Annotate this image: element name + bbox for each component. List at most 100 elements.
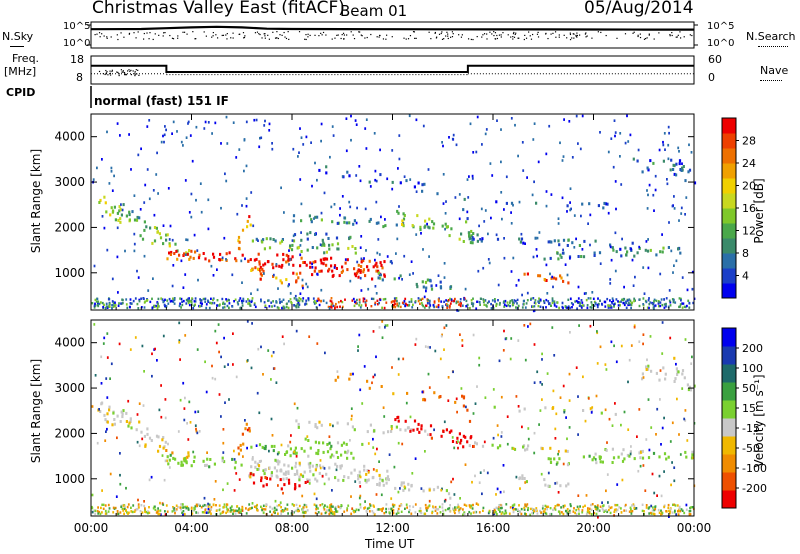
velocity-cell <box>346 456 349 460</box>
power-cell <box>323 191 326 195</box>
power-cell <box>272 300 274 303</box>
power-cell <box>159 236 163 240</box>
velocity-cell <box>527 506 530 510</box>
power-cell <box>396 209 399 213</box>
velocity-cell <box>608 508 610 512</box>
power-cell <box>192 256 195 260</box>
power-cell <box>476 300 478 303</box>
power-cell <box>111 307 113 310</box>
power-cell <box>312 297 315 300</box>
power-cell <box>184 273 187 276</box>
velocity-cell <box>181 463 184 467</box>
power-cell <box>614 269 617 273</box>
velocity-cell <box>577 507 580 511</box>
velocity-cell <box>293 511 295 514</box>
velocity-colorbar-swatch <box>722 436 736 455</box>
velocity-cell <box>343 475 346 479</box>
power-cell <box>503 303 506 306</box>
velocity-cell <box>276 452 279 456</box>
velocity-cell <box>471 507 474 510</box>
power-cell <box>513 299 516 302</box>
power-cell <box>672 300 675 304</box>
velocity-cell <box>648 448 651 452</box>
power-cell <box>328 267 331 271</box>
power-cell <box>534 302 537 305</box>
power-cell <box>359 179 362 183</box>
velocity-cell <box>349 439 351 442</box>
nsearch-point <box>287 31 289 33</box>
power-cell <box>207 299 209 302</box>
velocity-cell <box>305 505 308 509</box>
power-cell <box>310 220 313 224</box>
power-cell <box>555 277 558 281</box>
nsearch-point <box>370 33 372 36</box>
nsearch-point <box>502 32 504 34</box>
velocity-cell <box>239 443 242 447</box>
velocity-cell <box>549 446 552 450</box>
velocity-cell <box>241 509 244 512</box>
velocity-cell <box>185 460 188 464</box>
power-cell <box>396 237 399 241</box>
power-cell <box>443 300 445 303</box>
power-cell <box>543 299 545 303</box>
power-colorbar-tick-label: 20 <box>742 180 756 193</box>
power-cell <box>362 268 365 272</box>
power-cell <box>187 301 190 305</box>
velocity-cell <box>148 506 150 509</box>
velocity-cell <box>498 504 501 507</box>
power-cell <box>398 134 401 137</box>
velocity-cell <box>529 507 532 511</box>
velocity-cell <box>314 477 317 481</box>
power-cell <box>98 201 101 204</box>
power-cell <box>254 266 257 270</box>
power-cell <box>245 164 248 168</box>
velocity-cell <box>112 411 115 415</box>
power-cell <box>667 125 670 129</box>
velocity-cell <box>366 430 369 434</box>
velocity-cell <box>529 322 532 326</box>
velocity-cell <box>689 509 692 513</box>
power-cell <box>668 289 671 292</box>
nsearch-point <box>452 33 454 35</box>
power-cell <box>315 306 318 309</box>
velocity-cell <box>213 462 216 466</box>
power-cell <box>545 152 548 156</box>
power-cell <box>162 224 165 227</box>
power-cell <box>96 303 99 307</box>
power-cell <box>614 180 617 183</box>
power-cell <box>593 251 596 255</box>
power-cell <box>234 257 237 261</box>
nsearch-point <box>177 35 179 37</box>
power-cell <box>199 301 202 305</box>
velocity-cell <box>329 447 332 451</box>
velocity-cell <box>169 453 172 457</box>
velocity-cell <box>318 464 322 468</box>
power-cell <box>223 306 226 309</box>
velocity-cell <box>525 513 527 516</box>
power-cell <box>193 233 196 237</box>
velocity-cell <box>369 503 371 506</box>
velocity-cell <box>381 507 383 511</box>
nsearch-point <box>513 36 516 38</box>
velocity-cell <box>477 503 480 506</box>
nsearch-point <box>211 36 213 38</box>
velocity-cell <box>358 496 361 500</box>
power-cell <box>612 248 615 252</box>
power-cell <box>352 297 355 301</box>
velocity-cell <box>332 424 334 428</box>
velocity-cell <box>164 398 167 401</box>
power-cell <box>444 222 447 226</box>
power-cell <box>615 298 618 301</box>
velocity-cell <box>166 455 169 459</box>
nsearch-point <box>572 33 574 35</box>
velocity-cell <box>141 344 144 348</box>
station-title: Christmas Valley East (fitACF) <box>92 0 345 18</box>
power-cell <box>165 305 168 308</box>
velocity-cell <box>621 478 624 482</box>
power-cell <box>263 124 266 127</box>
velocity-cell <box>208 465 211 469</box>
velocity-colorbar-tick-label: 50 <box>742 382 756 395</box>
power-cell <box>318 299 320 302</box>
power-cell <box>106 130 108 134</box>
nsearch-point <box>258 33 260 35</box>
